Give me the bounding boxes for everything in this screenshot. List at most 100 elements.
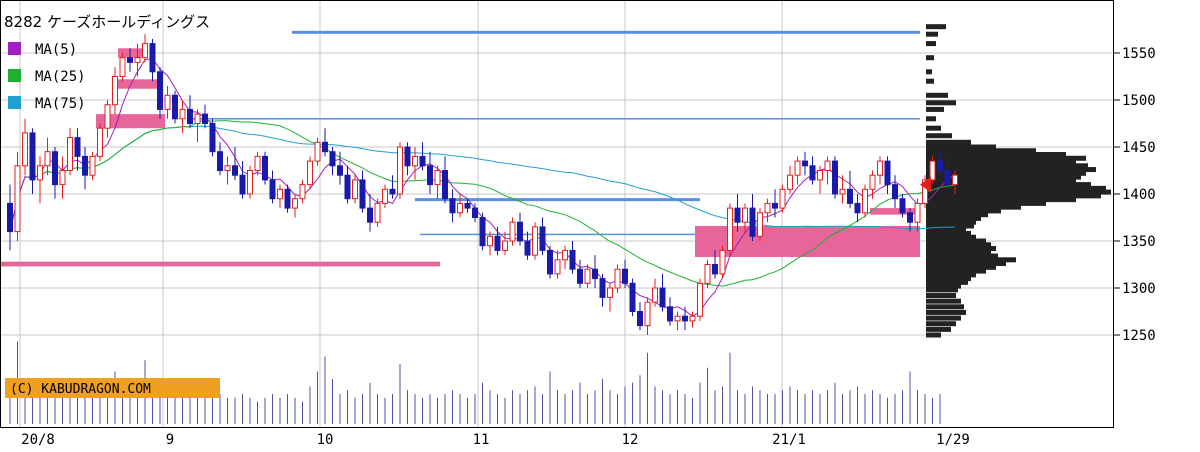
candle-26 [202,104,208,129]
legend: MA(5) MA(25) MA(75) [8,42,86,112]
candle-65 [494,226,501,256]
candle-107 [809,156,816,185]
candle-116 [877,156,883,185]
x-tick-label-0: 20/8 [21,432,55,448]
candle-body [697,282,703,317]
candle-body [104,104,111,129]
candle-16 [127,48,133,72]
profile-bar-23 [926,182,1091,188]
candle-body [344,174,351,200]
candle-body [217,151,223,171]
candle-79 [599,273,606,307]
candle-body [322,141,328,153]
profile-bar-20 [926,170,1086,176]
y-axis-ticks: 1550 1500 1450 1400 1350 1300 1250 [1113,46,1156,344]
legend-label-ma25: MA(25) [35,69,86,85]
profile-bar-21 [926,174,1081,180]
candle-51 [389,175,396,199]
profile-bar-6 [926,92,948,98]
candle-38 [292,194,298,218]
level-line-4 [420,233,700,236]
candle-97 [734,194,741,232]
candle-78 [592,255,598,288]
candle-40 [307,156,313,190]
candle-body [547,249,553,275]
candle-body [689,315,696,322]
profile-bar-49 [926,279,968,285]
candle-body [599,278,606,298]
profile-bar-53 [926,298,961,304]
candle-106 [802,151,808,176]
candle-body [239,174,246,195]
candle-body [89,155,96,176]
candle-body [209,123,216,153]
candle-64 [487,231,493,256]
profile-bar-5 [926,78,934,84]
profile-bar-27 [926,197,1076,203]
candle-50 [382,184,388,209]
x-tick-label-4: 12 [622,432,639,448]
candle-84 [637,302,643,331]
candle-81 [614,264,621,293]
y-tick-label-5: 1300 [1122,281,1156,297]
candle-54 [412,147,418,180]
candle-body [637,311,643,327]
candle-body [457,202,463,214]
candle-body [434,170,441,186]
candle-body [659,287,666,308]
candle-body [524,240,531,256]
candle-body [22,132,28,167]
profile-bar-52 [926,293,956,299]
profile-bar-3 [926,55,934,61]
candle-body [412,155,418,167]
candle-body [284,188,291,209]
candle-46 [352,175,358,204]
candle-body [877,160,883,176]
candle-body [307,160,313,186]
candle-109 [824,156,831,185]
candle-21 [164,85,171,119]
legend-label-ma75: MA(75) [35,96,86,112]
candle-body [352,179,358,200]
candle-125 [944,156,951,190]
x-tick-label-5: 21/1 [772,432,806,448]
candle-7 [59,156,66,199]
candle-114 [862,184,868,218]
candle-body [479,217,486,247]
candle-body [277,188,283,200]
profile-bar-29 [926,204,1021,210]
level-line-0 [292,30,920,34]
candle-60 [457,194,463,218]
level-band-5 [118,48,145,58]
y-tick-label-4: 1350 [1122,234,1156,250]
candle-15 [119,53,126,82]
profile-bar-43 [926,257,1016,263]
y-tick-label-1: 1500 [1122,93,1156,109]
candle-108 [817,165,823,194]
candle-body [404,146,411,167]
profile-bar-44 [926,261,1006,267]
candle-body [164,94,171,110]
profile-bar-24 [926,185,1106,191]
candle-14 [112,67,118,115]
candle-body [652,287,658,303]
candle-27 [209,118,216,157]
candle-34 [262,151,268,185]
candle-11 [89,151,96,180]
candle-104 [787,165,793,194]
profile-bar-13 [926,144,996,150]
support-bars [0,30,920,267]
candle-body [232,165,238,176]
candle-123 [929,156,936,185]
legend-label-ma5: MA(5) [35,42,77,58]
candle-body [44,151,51,167]
candle-62 [472,203,478,223]
candle-body [809,165,816,181]
candle-body [262,155,268,181]
x-tick-label-2: 10 [317,432,334,448]
candle-body [502,240,508,251]
candle-body [442,170,448,200]
candle-57 [434,165,441,199]
candle-body [614,268,621,289]
profile-bar-42 [926,253,998,259]
